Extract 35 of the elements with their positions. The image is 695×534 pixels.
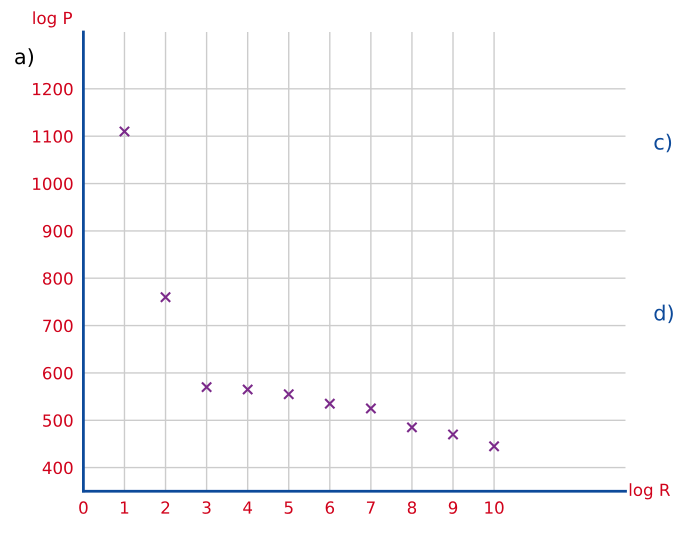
y-tick-label: 500 <box>43 414 73 427</box>
x-tick-label: 0 <box>79 501 88 514</box>
x-tick-label: 9 <box>448 501 458 514</box>
x-axis-title: log R <box>630 483 670 500</box>
x-tick-label: 5 <box>284 502 293 514</box>
y-tick-label: 800 <box>42 272 73 285</box>
y-tick-label: 400 <box>42 462 73 474</box>
x-tick-label: 6 <box>326 501 334 514</box>
point <box>447 428 459 440</box>
x-tick-label: 8 <box>408 501 416 514</box>
y-tick-label: 900 <box>42 224 73 238</box>
x-tick-label: 7 <box>366 502 375 514</box>
y-tick-label: 1200 <box>33 82 73 96</box>
x-tick-label: 1 <box>120 502 128 514</box>
point <box>365 402 377 414</box>
y-tick-label: 1100 <box>33 130 73 143</box>
point <box>242 384 254 396</box>
point <box>160 291 172 303</box>
text: a) <box>15 48 34 67</box>
text: c) <box>654 134 672 152</box>
point <box>406 422 418 434</box>
x-tick-label: 10 <box>485 501 504 514</box>
point <box>324 398 336 410</box>
x-tick-label: 4 <box>243 502 252 514</box>
point <box>200 381 212 393</box>
y-tick-label: 600 <box>43 366 73 380</box>
y-tick-label: 1000 <box>33 178 73 190</box>
y-axis-title: log P <box>33 11 72 28</box>
point <box>118 126 130 138</box>
y-tick-label: 700 <box>43 320 73 332</box>
point <box>488 440 500 452</box>
text: d) <box>654 304 673 324</box>
x-tick-label: 3 <box>202 501 211 514</box>
point <box>283 388 294 400</box>
x-tick-label: 2 <box>161 501 170 514</box>
